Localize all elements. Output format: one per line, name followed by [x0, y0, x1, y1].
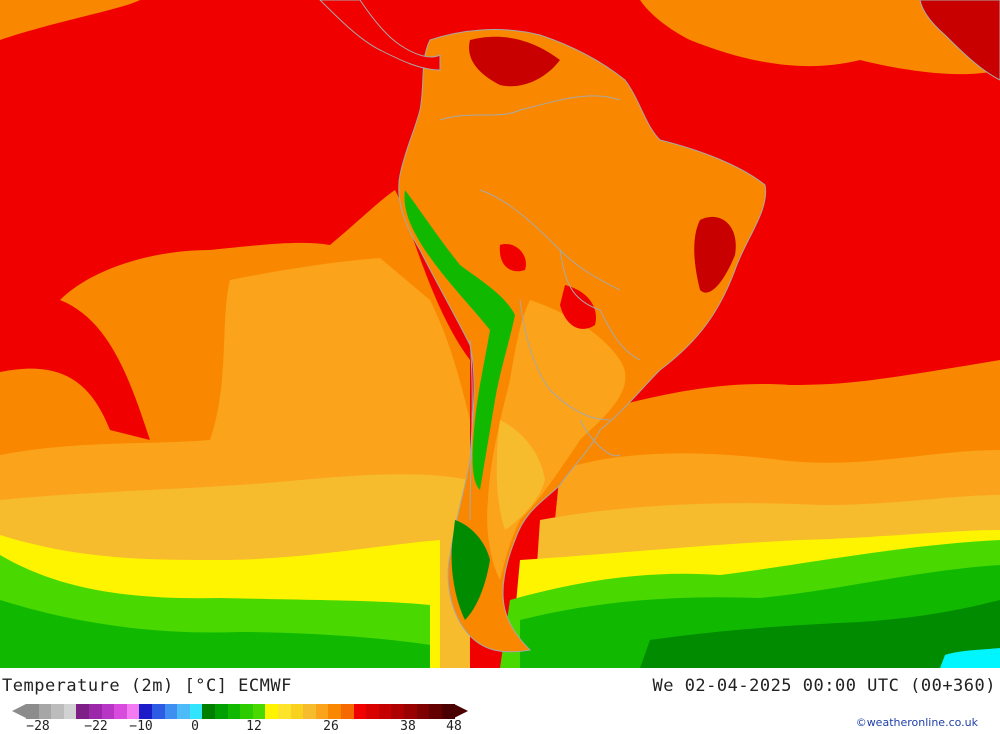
valid-time: We 02-04-2025 00:00 UTC (00+360): [652, 676, 996, 696]
legend-swatch: [240, 704, 254, 719]
country-borders: [439, 95, 641, 521]
legend-tick-label: 38: [400, 719, 416, 734]
legend-tick-label: 0: [191, 719, 199, 734]
central-america-land: [319, 0, 441, 71]
legend-swatch: [215, 704, 229, 719]
legend-swatch: [26, 704, 40, 719]
map-title: Temperature (2m) [°C] ECMWF: [2, 676, 292, 696]
credit-link[interactable]: ©weatheronline.co.uk: [855, 716, 978, 729]
legend-swatch: [429, 704, 443, 719]
legend-swatch: [391, 704, 405, 719]
andes-ridge: [404, 190, 515, 490]
legend-swatch: [290, 704, 304, 719]
legend-swatch: [152, 704, 166, 719]
legend-tick-label: −10: [129, 719, 153, 734]
legend-swatch: [114, 704, 128, 719]
legend-swatch: [328, 704, 342, 719]
legend-swatch: [189, 704, 203, 719]
legend-swatch: [441, 704, 455, 719]
legend-swatch: [38, 704, 52, 719]
legend-swatch: [366, 704, 380, 719]
legend-swatch: [315, 704, 329, 719]
legend-swatch: [265, 704, 279, 719]
legend-swatch: [303, 704, 317, 719]
legend-swatch: [139, 704, 153, 719]
zone-hot-chaco: [499, 244, 596, 329]
legend-swatch: [177, 704, 191, 719]
legend-swatch: [164, 704, 178, 719]
legend-swatch: [101, 704, 115, 719]
legend-swatch: [89, 704, 103, 719]
zone-hot-north: [469, 36, 560, 87]
temperature-map[interactable]: [0, 0, 1000, 668]
legend-tick-label: 26: [323, 719, 339, 734]
legend-tick-label: 12: [246, 719, 262, 734]
legend-swatch: [227, 704, 241, 719]
zone-dark-green: [640, 600, 1000, 668]
legend-arrow-left: [12, 704, 26, 718]
legend-arrow-right: [454, 704, 469, 718]
legend-swatch: [341, 704, 355, 719]
legend-swatch: [278, 704, 292, 719]
zone-light-pampas: [496, 420, 545, 530]
africa-edge: [919, 0, 1000, 81]
zone-hot-brazil-east: [694, 216, 736, 293]
footer-bar: [0, 668, 1000, 733]
legend-swatch: [63, 704, 77, 719]
zone-cyan: [940, 648, 1000, 668]
andes-south: [451, 520, 490, 620]
legend-tick-label: −28: [26, 719, 50, 734]
legend-swatch: [404, 704, 418, 719]
legend-tick-label: −22: [84, 719, 108, 734]
zone-orange-north: [0, 0, 140, 40]
legend-tick-label: 48: [446, 719, 462, 734]
legend-swatch: [202, 704, 216, 719]
legend-swatch: [252, 704, 266, 719]
legend-swatch: [126, 704, 140, 719]
legend-swatch: [76, 704, 90, 719]
legend-swatch: [416, 704, 430, 719]
legend-swatch: [353, 704, 367, 719]
legend-swatch: [378, 704, 392, 719]
legend-swatch: [51, 704, 65, 719]
zone-orange-ne: [640, 0, 1000, 75]
